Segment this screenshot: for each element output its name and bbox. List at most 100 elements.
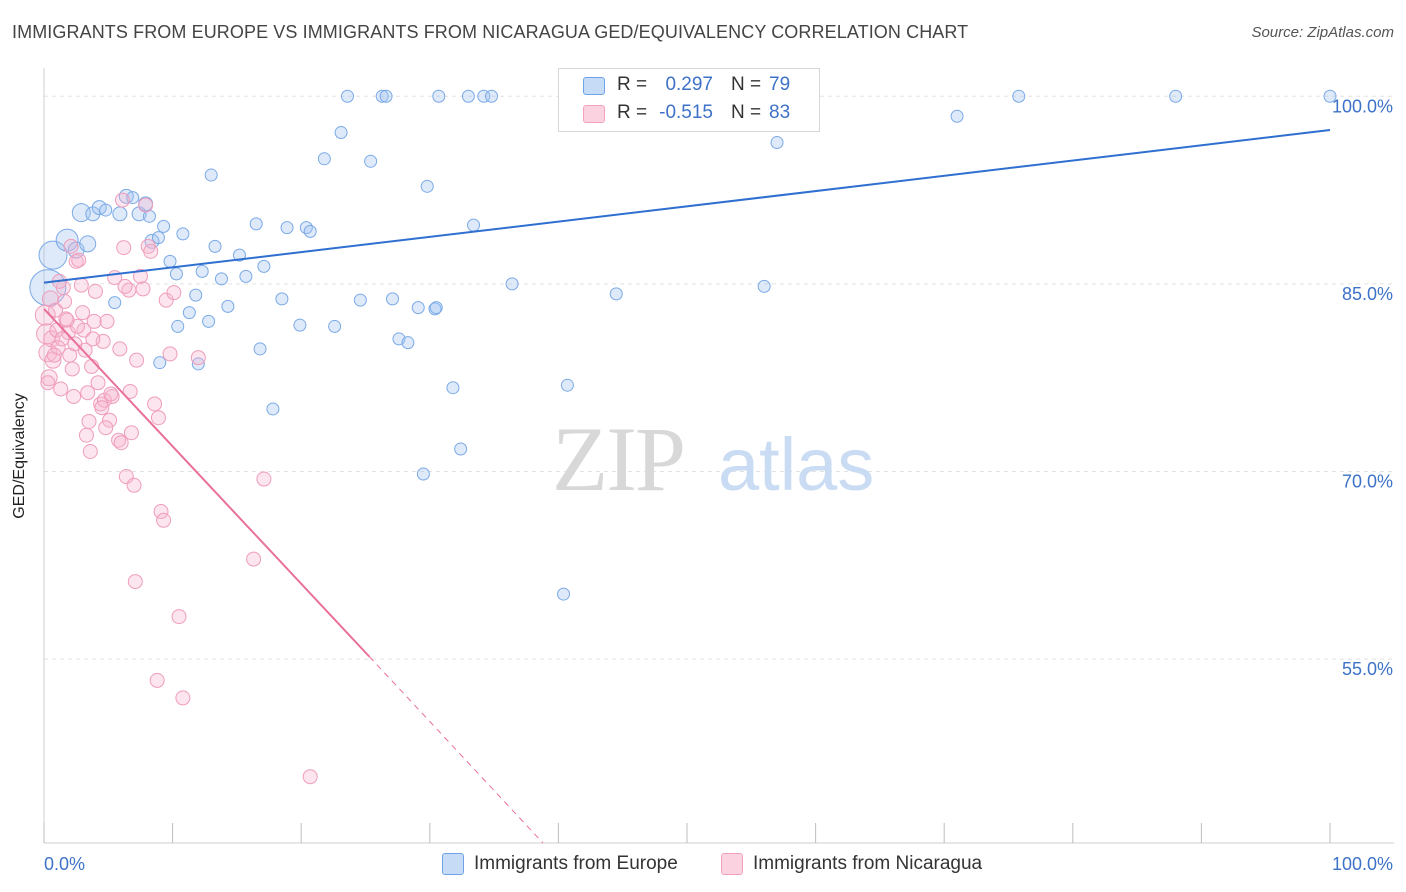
- point-nicaragua: [111, 432, 127, 448]
- point-nicaragua: [114, 192, 130, 208]
- point-nicaragua: [135, 281, 151, 297]
- point-europe: [169, 267, 183, 281]
- point-europe: [253, 342, 267, 356]
- point-europe: [303, 224, 317, 238]
- watermark: ZIP atlas: [552, 408, 874, 510]
- point-nicaragua: [190, 350, 206, 366]
- point-nicaragua: [75, 305, 91, 321]
- point-europe: [446, 381, 460, 395]
- n-value: 79: [769, 74, 791, 95]
- point-europe: [239, 269, 253, 283]
- point-europe: [353, 293, 367, 307]
- point-nicaragua: [104, 388, 120, 404]
- point-europe: [108, 296, 122, 310]
- point-nicaragua: [112, 341, 128, 357]
- tick-labels: 55.0% 70.0% 85.0% 100.0% 0.0% 100.0%: [44, 96, 1393, 874]
- point-nicaragua: [117, 278, 133, 294]
- point-europe: [454, 442, 468, 456]
- legend-swatch-nicaragua: [721, 853, 743, 875]
- r-value: -0.515: [659, 102, 713, 123]
- point-europe: [757, 279, 771, 293]
- watermark-atlas: atlas: [718, 423, 874, 506]
- point-europe: [99, 203, 113, 217]
- point-europe: [153, 356, 167, 370]
- x-tick-label: 100.0%: [1332, 854, 1393, 874]
- point-nicaragua: [59, 312, 75, 328]
- point-europe: [280, 221, 294, 235]
- point-europe: [386, 292, 400, 306]
- point-nicaragua: [48, 302, 64, 318]
- point-europe: [293, 318, 307, 332]
- point-nicaragua: [122, 383, 138, 399]
- point-europe: [275, 292, 289, 306]
- point-nicaragua: [50, 340, 66, 356]
- point-europe: [71, 203, 91, 223]
- point-nicaragua: [63, 238, 79, 254]
- axes: [43, 68, 1394, 844]
- stats-row-nicaragua: R = -0.515 N = 83: [559, 100, 819, 128]
- point-europe: [214, 272, 228, 286]
- point-europe: [208, 239, 222, 253]
- watermark-zip: ZIP: [552, 408, 684, 510]
- point-europe: [163, 254, 177, 268]
- legend-swatch-europe: [442, 853, 464, 875]
- point-europe: [182, 306, 196, 320]
- stats-box: R = 0.297 N = 79 R = -0.515 N = 83: [558, 68, 820, 132]
- point-nicaragua: [171, 609, 187, 625]
- point-europe: [411, 301, 425, 315]
- point-europe: [189, 288, 203, 302]
- point-europe: [157, 219, 171, 233]
- point-europe: [364, 154, 378, 168]
- point-nicaragua: [53, 381, 69, 397]
- y-tick-label: 70.0%: [1342, 472, 1393, 492]
- point-nicaragua: [94, 400, 110, 416]
- point-europe: [195, 264, 209, 278]
- stats-swatch-nicaragua: [583, 105, 605, 123]
- point-europe: [91, 200, 107, 216]
- point-europe: [328, 319, 342, 333]
- point-nicaragua: [82, 443, 98, 459]
- point-europe: [257, 259, 271, 273]
- point-nicaragua: [40, 375, 56, 391]
- point-nicaragua: [67, 336, 83, 352]
- point-europe: [151, 231, 165, 245]
- point-nicaragua: [256, 471, 272, 487]
- point-nicaragua: [127, 574, 143, 590]
- point-europe: [202, 314, 216, 328]
- series-nicaragua: [34, 192, 318, 785]
- point-nicaragua: [150, 410, 166, 426]
- point-europe: [1012, 89, 1026, 103]
- point-europe: [317, 152, 331, 166]
- point-nicaragua: [64, 361, 80, 377]
- point-nicaragua: [86, 313, 102, 329]
- point-nicaragua: [158, 292, 174, 308]
- point-nicaragua: [126, 477, 142, 493]
- point-nicaragua: [175, 690, 191, 706]
- y-tick-label: 85.0%: [1342, 284, 1393, 304]
- point-nicaragua: [132, 268, 148, 284]
- trendline-nicaragua: [43, 308, 371, 658]
- point-europe: [1323, 89, 1337, 103]
- point-europe: [461, 89, 475, 103]
- point-nicaragua: [113, 435, 129, 451]
- stats-swatch-europe: [583, 77, 605, 95]
- r-label: R =: [617, 74, 648, 95]
- point-europe: [299, 221, 313, 235]
- point-nicaragua: [143, 243, 159, 259]
- point-nicaragua: [71, 252, 87, 268]
- trendline-europe: [43, 129, 1331, 284]
- point-europe: [401, 336, 415, 350]
- point-nicaragua: [87, 283, 103, 299]
- point-nicaragua: [129, 352, 145, 368]
- point-europe: [557, 587, 571, 601]
- point-nicaragua: [246, 551, 262, 567]
- r-label: R =: [617, 102, 648, 123]
- point-europe: [85, 206, 101, 222]
- point-nicaragua: [166, 285, 182, 301]
- point-nicaragua: [85, 331, 101, 347]
- trendline-nicaragua-extension: [368, 656, 544, 844]
- legend-label-europe: Immigrants from Europe: [474, 853, 678, 874]
- point-nicaragua: [99, 313, 115, 329]
- chart-title: IMMIGRANTS FROM EUROPE VS IMMIGRANTS FRO…: [12, 22, 969, 42]
- n-label: N =: [731, 102, 762, 123]
